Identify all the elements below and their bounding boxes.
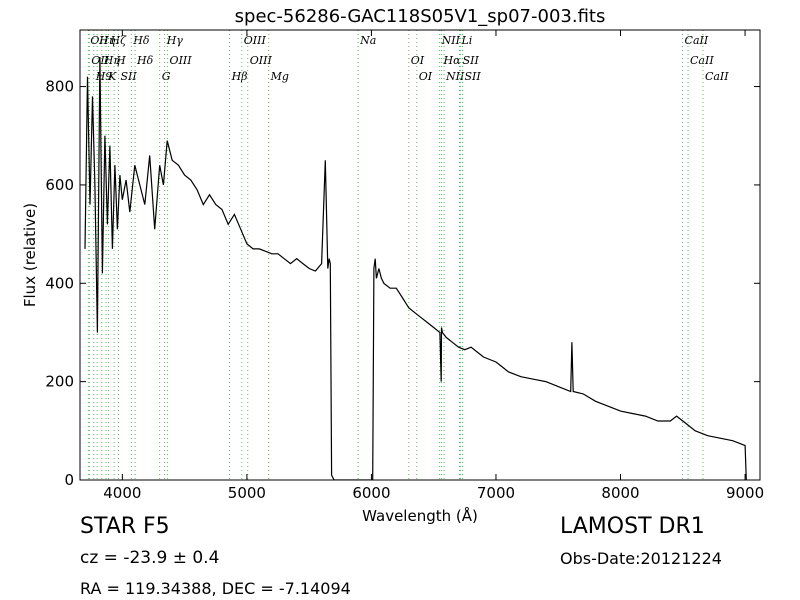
x-tick-label-3: 7000 xyxy=(477,484,515,502)
line-marker-label-10: Hδ xyxy=(136,54,154,67)
x-tick-label-0: 4000 xyxy=(103,484,141,502)
line-marker-label-27: CaII xyxy=(685,34,709,47)
line-marker-label-26: SII xyxy=(464,70,481,83)
line-marker-label-11: G xyxy=(162,70,171,83)
line-marker-label-29: CaII xyxy=(705,70,729,83)
obs-date-label: Obs-Date:20121224 xyxy=(560,549,722,568)
x-tick-label-4: 8000 xyxy=(601,484,639,502)
y-axis-label: Flux (relative) xyxy=(21,203,39,307)
line-marker-label-25: SII xyxy=(463,54,480,67)
object-class-label: STAR F5 xyxy=(80,514,170,539)
plot-frame xyxy=(79,29,761,481)
y-tick-label-2: 400 xyxy=(45,274,74,292)
y-tick-label-3: 600 xyxy=(45,176,74,194)
chart-title: spec-56286-GAC118S05V1_sp07-003.fits xyxy=(234,6,606,27)
line-marker-label-8: SII xyxy=(120,70,137,83)
line-marker-label-19: OI xyxy=(411,54,425,67)
line-marker-label-5: K xyxy=(107,70,117,83)
line-marker-label-13: OIII xyxy=(170,54,193,67)
x-axis-label: Wavelength (Å) xyxy=(362,506,478,525)
line-marker-label-14: Hβ xyxy=(231,70,248,83)
line-marker-label-0: OII xyxy=(90,34,108,47)
line-marker-label-7: H xyxy=(115,54,126,67)
x-tick-label-5: 9000 xyxy=(726,484,764,502)
spectrum-line xyxy=(84,56,747,480)
y-tick-label-4: 800 xyxy=(45,78,74,96)
line-marker-label-24: Li xyxy=(460,34,472,47)
line-marker-label-17: Mg xyxy=(270,70,289,83)
line-marker-label-4: Hη xyxy=(103,54,121,67)
line-marker-label-21: NII xyxy=(441,34,461,47)
line-marker-label-6: Hζ xyxy=(110,34,128,47)
line-marker-label-12: Hγ xyxy=(166,34,184,47)
y-tick-label-0: 0 xyxy=(64,471,74,489)
line-marker-label-22: Hα xyxy=(443,54,462,67)
x-tick-label-1: 5000 xyxy=(228,484,266,502)
line-marker-label-3: Hη xyxy=(98,34,116,47)
x-tick-label-2: 6000 xyxy=(352,484,390,502)
line-marker-label-16: OIII xyxy=(250,54,273,67)
line-marker-label-20: OI xyxy=(419,70,433,83)
line-marker-label-15: OIII xyxy=(244,34,267,47)
line-marker-label-23: NII xyxy=(445,70,465,83)
line-marker-label-28: CaII xyxy=(690,54,714,67)
redshift-label: cz = -23.9 ± 0.4 xyxy=(80,548,220,568)
y-tick-label-1: 200 xyxy=(45,373,74,391)
line-marker-label-18: Na xyxy=(359,34,376,47)
coordinates-label: RA = 119.34388, DEC = -7.14094 xyxy=(80,579,351,598)
line-marker-label-9: Hδ xyxy=(132,34,150,47)
survey-label: LAMOST DR1 xyxy=(560,514,705,539)
